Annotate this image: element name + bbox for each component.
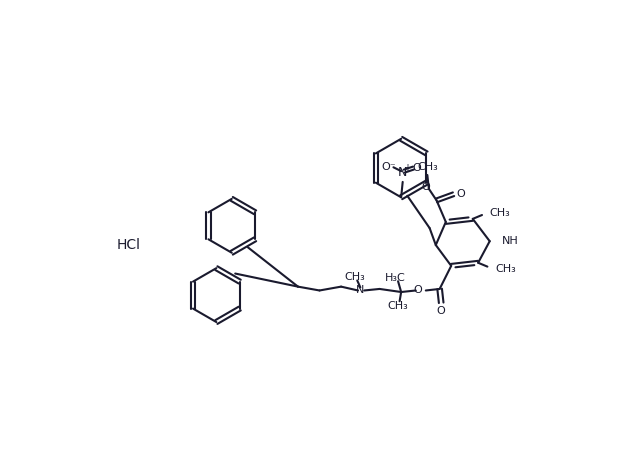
Text: NH: NH bbox=[502, 236, 519, 246]
Text: CH₃: CH₃ bbox=[495, 264, 516, 274]
Text: +: + bbox=[403, 163, 412, 173]
Text: CH₃: CH₃ bbox=[490, 208, 511, 218]
Text: CH₃: CH₃ bbox=[388, 301, 408, 311]
Text: O⁻: O⁻ bbox=[381, 162, 396, 172]
Text: N: N bbox=[398, 166, 408, 179]
Text: HCl: HCl bbox=[116, 238, 140, 252]
Text: H₃C: H₃C bbox=[385, 273, 405, 283]
Text: CH₃: CH₃ bbox=[344, 272, 365, 282]
Text: O: O bbox=[437, 306, 445, 315]
Text: CH₃: CH₃ bbox=[417, 162, 438, 172]
Text: O: O bbox=[413, 285, 422, 296]
Text: O: O bbox=[457, 189, 465, 199]
Text: O: O bbox=[421, 181, 430, 192]
Text: O: O bbox=[412, 163, 421, 173]
Text: N: N bbox=[356, 285, 365, 296]
